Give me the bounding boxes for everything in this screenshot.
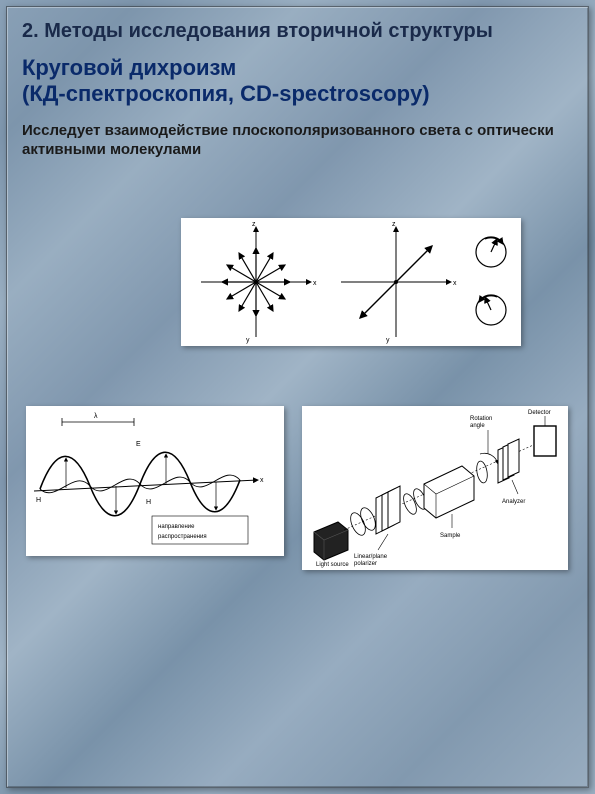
e-label: E	[136, 441, 141, 448]
title-line-1: Круговой дихроизм	[22, 55, 236, 80]
analyzer-icon	[498, 439, 519, 483]
sample-label: Sample	[440, 533, 461, 539]
detector-label: Detector	[528, 410, 551, 416]
svg-text:z: z	[252, 221, 256, 228]
unpolarized-arrows	[222, 248, 290, 316]
rotation-label-2: angle	[470, 423, 485, 429]
figure-em-wave: λ x E H H на	[26, 406, 284, 556]
svg-text:z: z	[392, 221, 396, 228]
circular-ccw-icon	[476, 237, 506, 267]
figure-polarimeter: Light source Linear/plane polarizer	[302, 406, 568, 570]
figure-polarization-states: x z y	[181, 218, 521, 346]
lead-paragraph: Исследует взаимодействие плоскополяризов…	[22, 122, 573, 160]
slide: 2. Методы исследования вторичной структу…	[0, 0, 595, 794]
section-heading: 2. Методы исследования вторичной структу…	[22, 20, 573, 43]
circular-cw-icon	[476, 295, 506, 325]
wave-caption-1: направление	[158, 524, 195, 530]
lambda-label: λ	[94, 413, 98, 420]
h-label: H	[146, 499, 151, 506]
h-field-wave	[40, 475, 240, 493]
detector-icon	[534, 426, 556, 456]
slide-title: Круговой дихроизм (КД-спектроскопия, CD-…	[22, 55, 573, 108]
light-source-icon	[314, 522, 348, 560]
polarizer-label-2: polarizer	[354, 561, 377, 567]
slide-inner: 2. Методы исследования вторичной структу…	[6, 6, 589, 788]
svg-text:H: H	[36, 497, 41, 504]
polarizer-icon	[376, 486, 400, 534]
svg-text:x: x	[453, 280, 457, 287]
rotation-label-1: Rotation	[470, 416, 492, 422]
svg-text:y: y	[386, 337, 390, 344]
light-source-label: Light source	[316, 562, 349, 568]
wave-caption-2: распространения	[158, 534, 207, 540]
svg-text:y: y	[246, 337, 250, 344]
polarizer-label-1: Linear/plane	[354, 554, 388, 560]
analyzer-label: Analyzer	[502, 499, 525, 505]
svg-text:x: x	[313, 280, 317, 287]
sample-cell-icon	[424, 466, 474, 518]
title-line-2: (КД-спектроскопия, CD-spectroscopy)	[22, 81, 430, 106]
axis-x-label: x	[260, 477, 264, 484]
